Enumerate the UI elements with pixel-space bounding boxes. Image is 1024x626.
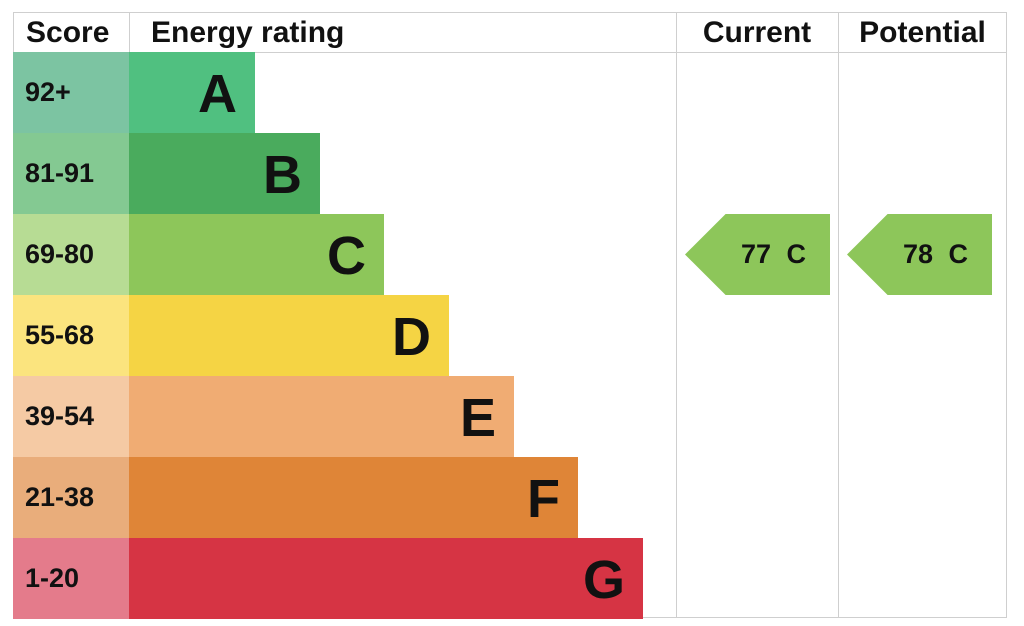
header-current: Current [702,16,812,49]
rating-bar-f: F [129,457,578,538]
score-band-d: 55-68 [13,295,129,376]
header-score: Score [26,16,110,49]
header-potential: Potential [859,16,986,49]
score-band-g: 1-20 [13,538,129,619]
rating-bar-e: E [129,376,514,457]
rating-bar-a: A [129,52,255,133]
column-divider [676,12,677,618]
score-band-e: 39-54 [13,376,129,457]
column-divider [838,12,839,618]
rating-bar-d: D [129,295,449,376]
rating-bar-c: C [129,214,384,295]
score-band-a: 92+ [13,52,129,133]
score-band-b: 81-91 [13,133,129,214]
rating-bar-g: G [129,538,643,619]
score-band-c: 69-80 [13,214,129,295]
header-divider [13,52,1007,53]
score-band-f: 21-38 [13,457,129,538]
rating-bar-b: B [129,133,320,214]
header-energy-rating: Energy rating [151,16,345,49]
